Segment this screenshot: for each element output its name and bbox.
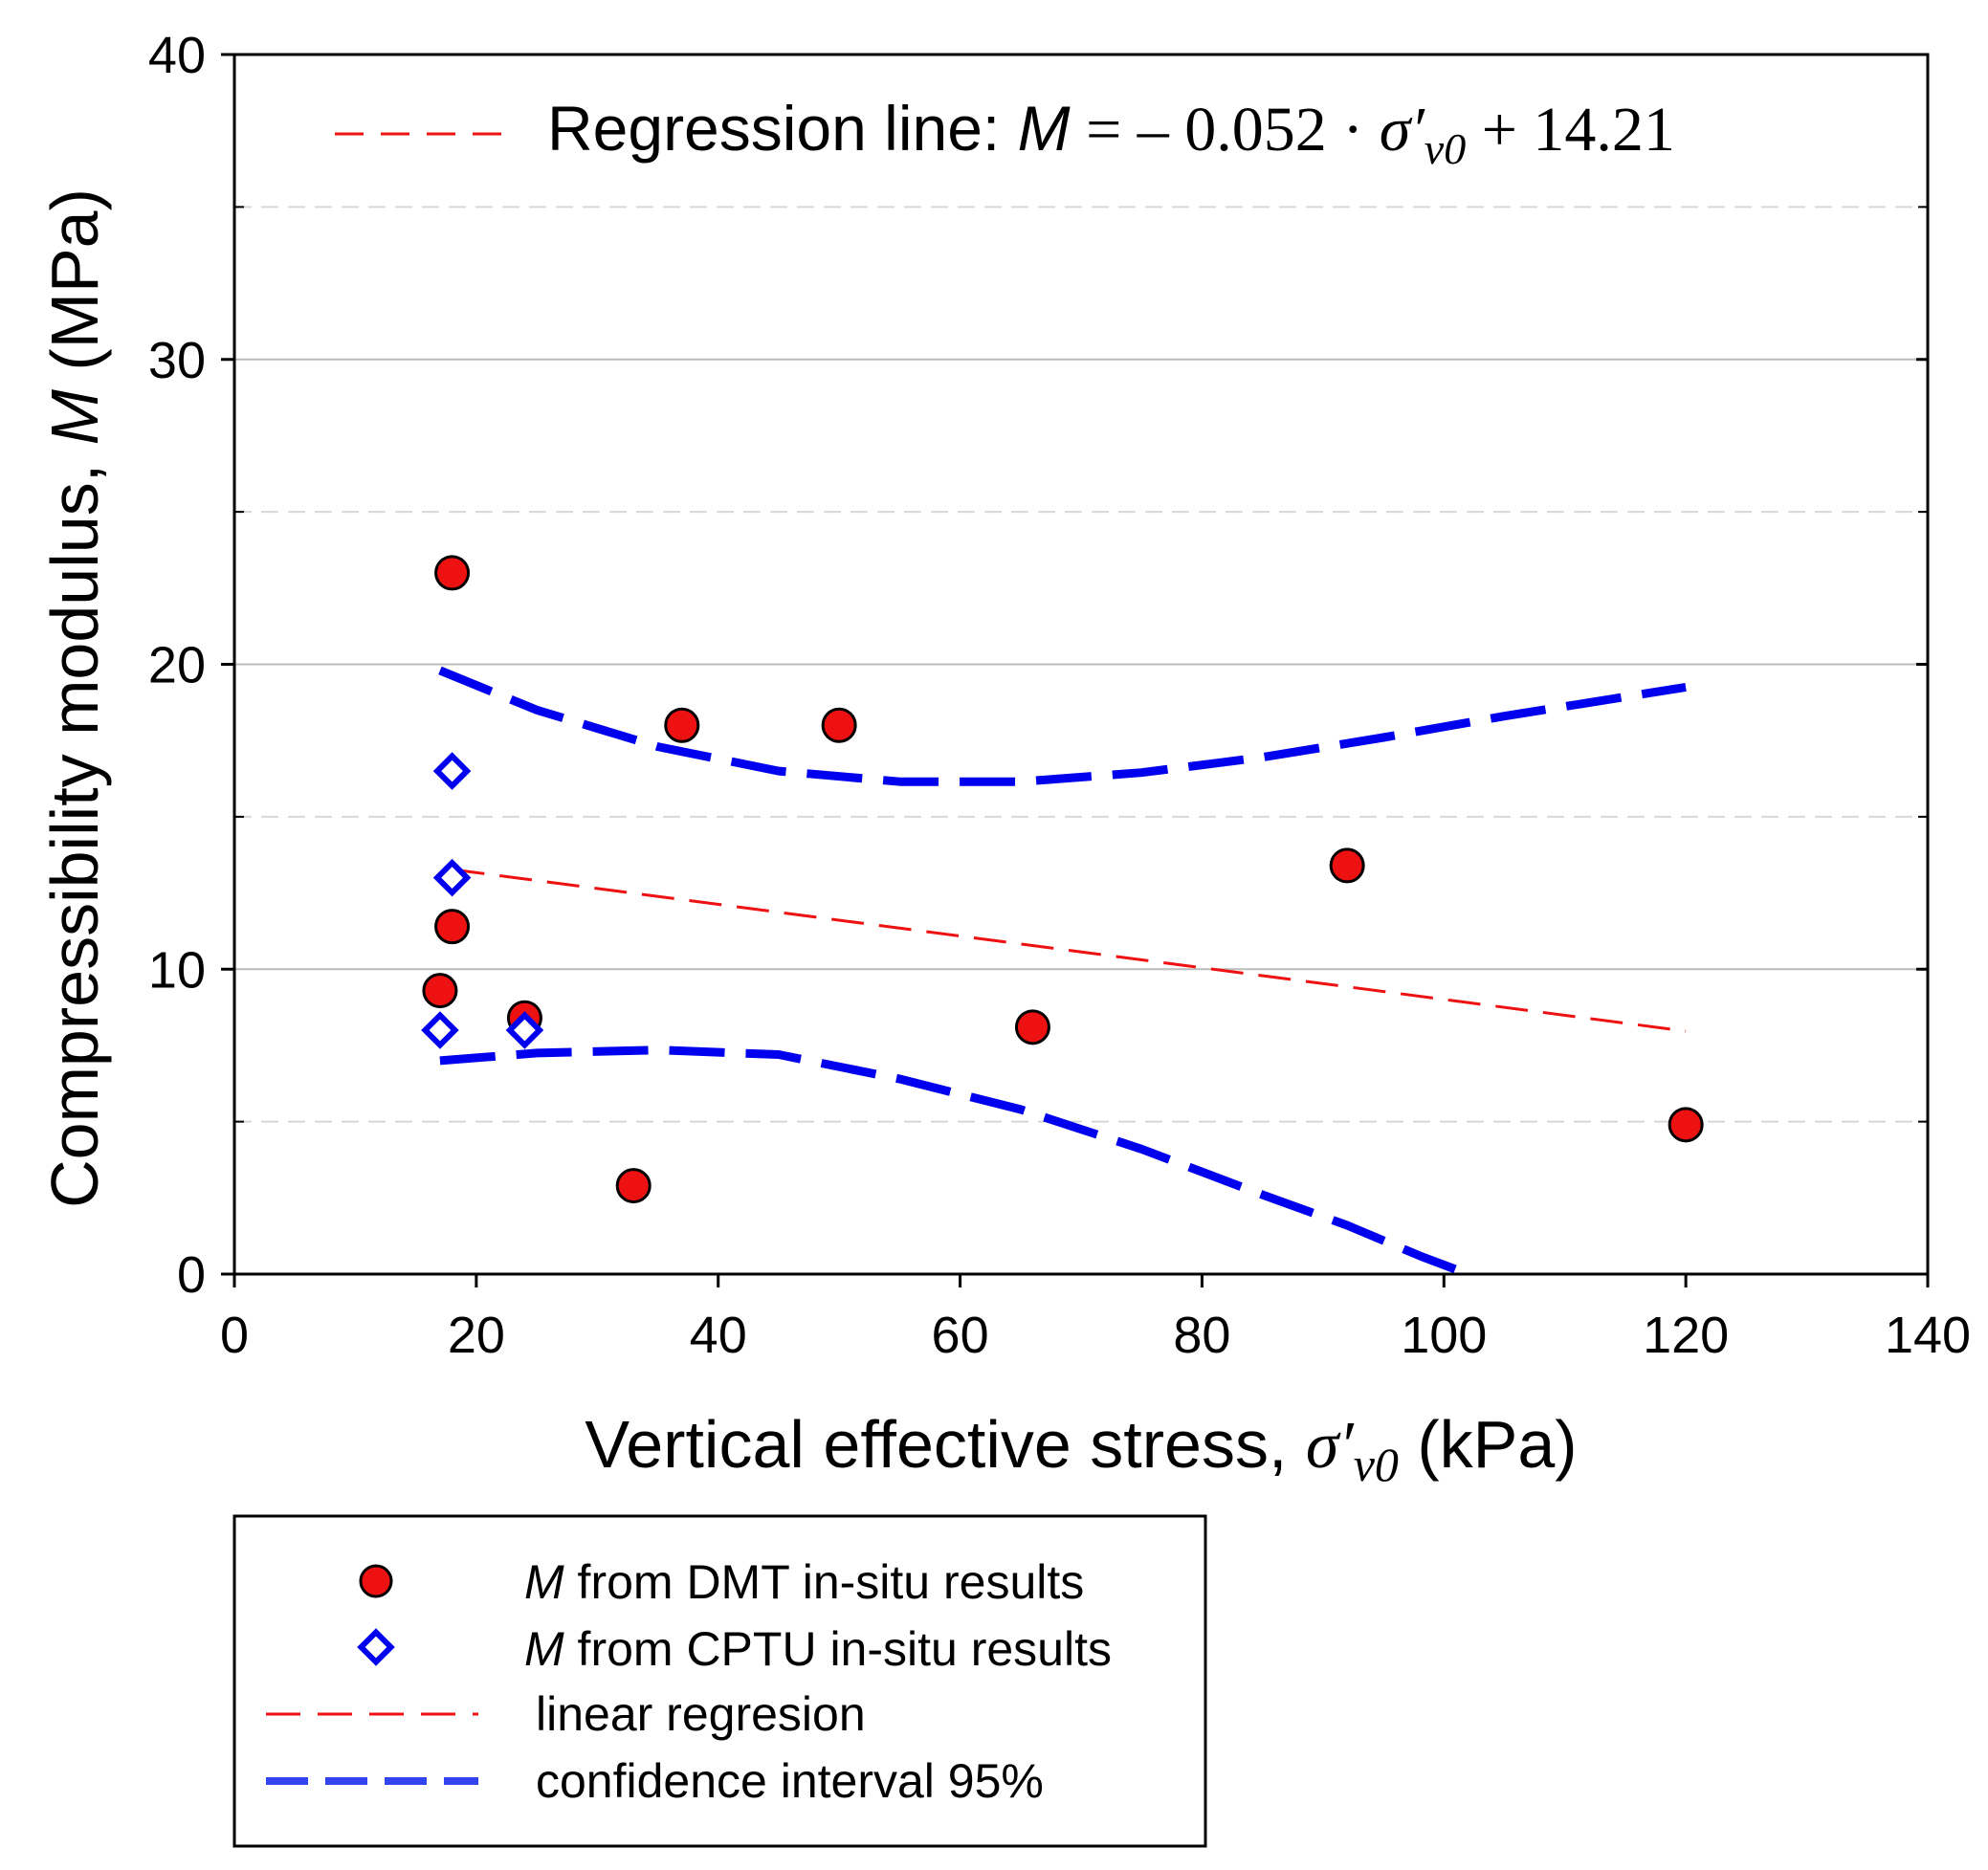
axis-ticks: 0 20 40 60 80 100 120 140 0 10 20 30 40 xyxy=(148,27,1971,1364)
x-tick-label: 60 xyxy=(932,1307,989,1364)
dmt-point xyxy=(434,555,471,591)
legend-entry-cptu: M from CPTU in-situ results xyxy=(524,1622,1112,1676)
dmt-point xyxy=(664,707,700,743)
y-tick-label: 10 xyxy=(148,941,206,999)
confidence-upper-line xyxy=(438,666,1687,786)
y-tick-label: 40 xyxy=(148,27,206,84)
cptu-point xyxy=(432,858,472,897)
legend-swatch-cptu xyxy=(357,1628,395,1666)
x-tick-label: 120 xyxy=(1643,1307,1729,1364)
x-tick-label: 80 xyxy=(1173,1307,1230,1364)
y-axis-label: Compressibility modulus, M (MPa) xyxy=(37,188,112,1208)
x-tick-label: 100 xyxy=(1401,1307,1487,1364)
regression-annotation: Regression line: M = – 0.052 · σ′v0 + 14… xyxy=(547,93,1675,173)
legend-swatch-dmt xyxy=(359,1564,393,1598)
x-tick-label: 0 xyxy=(220,1307,249,1364)
dmt-point xyxy=(1329,847,1365,884)
y-tick-label: 0 xyxy=(177,1246,206,1304)
x-tick-label: 20 xyxy=(448,1307,505,1364)
legend-frame xyxy=(232,1514,1207,1848)
dmt-point xyxy=(434,909,471,945)
cptu-point xyxy=(505,1011,544,1049)
cptu-point xyxy=(421,1011,459,1049)
dmt-point xyxy=(1014,1009,1050,1045)
series-lines xyxy=(438,666,1687,1279)
x-tick-label: 40 xyxy=(690,1307,747,1364)
x-tick-label: 140 xyxy=(1885,1307,1971,1364)
legend: M from DMT in-situ results M from CPTU i… xyxy=(232,1514,1207,1848)
x-axis-label: Vertical effective stress, σ′v0 (kPa) xyxy=(585,1407,1577,1491)
dmt-point xyxy=(1668,1107,1704,1143)
series-points xyxy=(421,555,1704,1204)
regression-line xyxy=(452,868,1687,1033)
legend-entry-regression: linear regresion xyxy=(536,1687,866,1741)
grid-lines xyxy=(234,206,1928,1123)
y-tick-label: 20 xyxy=(148,637,206,694)
legend-entry-confidence: confidence interval 95% xyxy=(536,1754,1044,1808)
confidence-lower-line xyxy=(439,1045,1470,1279)
dmt-point xyxy=(615,1168,652,1204)
y-tick-label: 30 xyxy=(148,332,206,389)
legend-entry-dmt: M from DMT in-situ results xyxy=(524,1555,1084,1609)
dmt-point xyxy=(422,973,458,1009)
dmt-point xyxy=(821,707,857,743)
cptu-point xyxy=(432,752,472,790)
